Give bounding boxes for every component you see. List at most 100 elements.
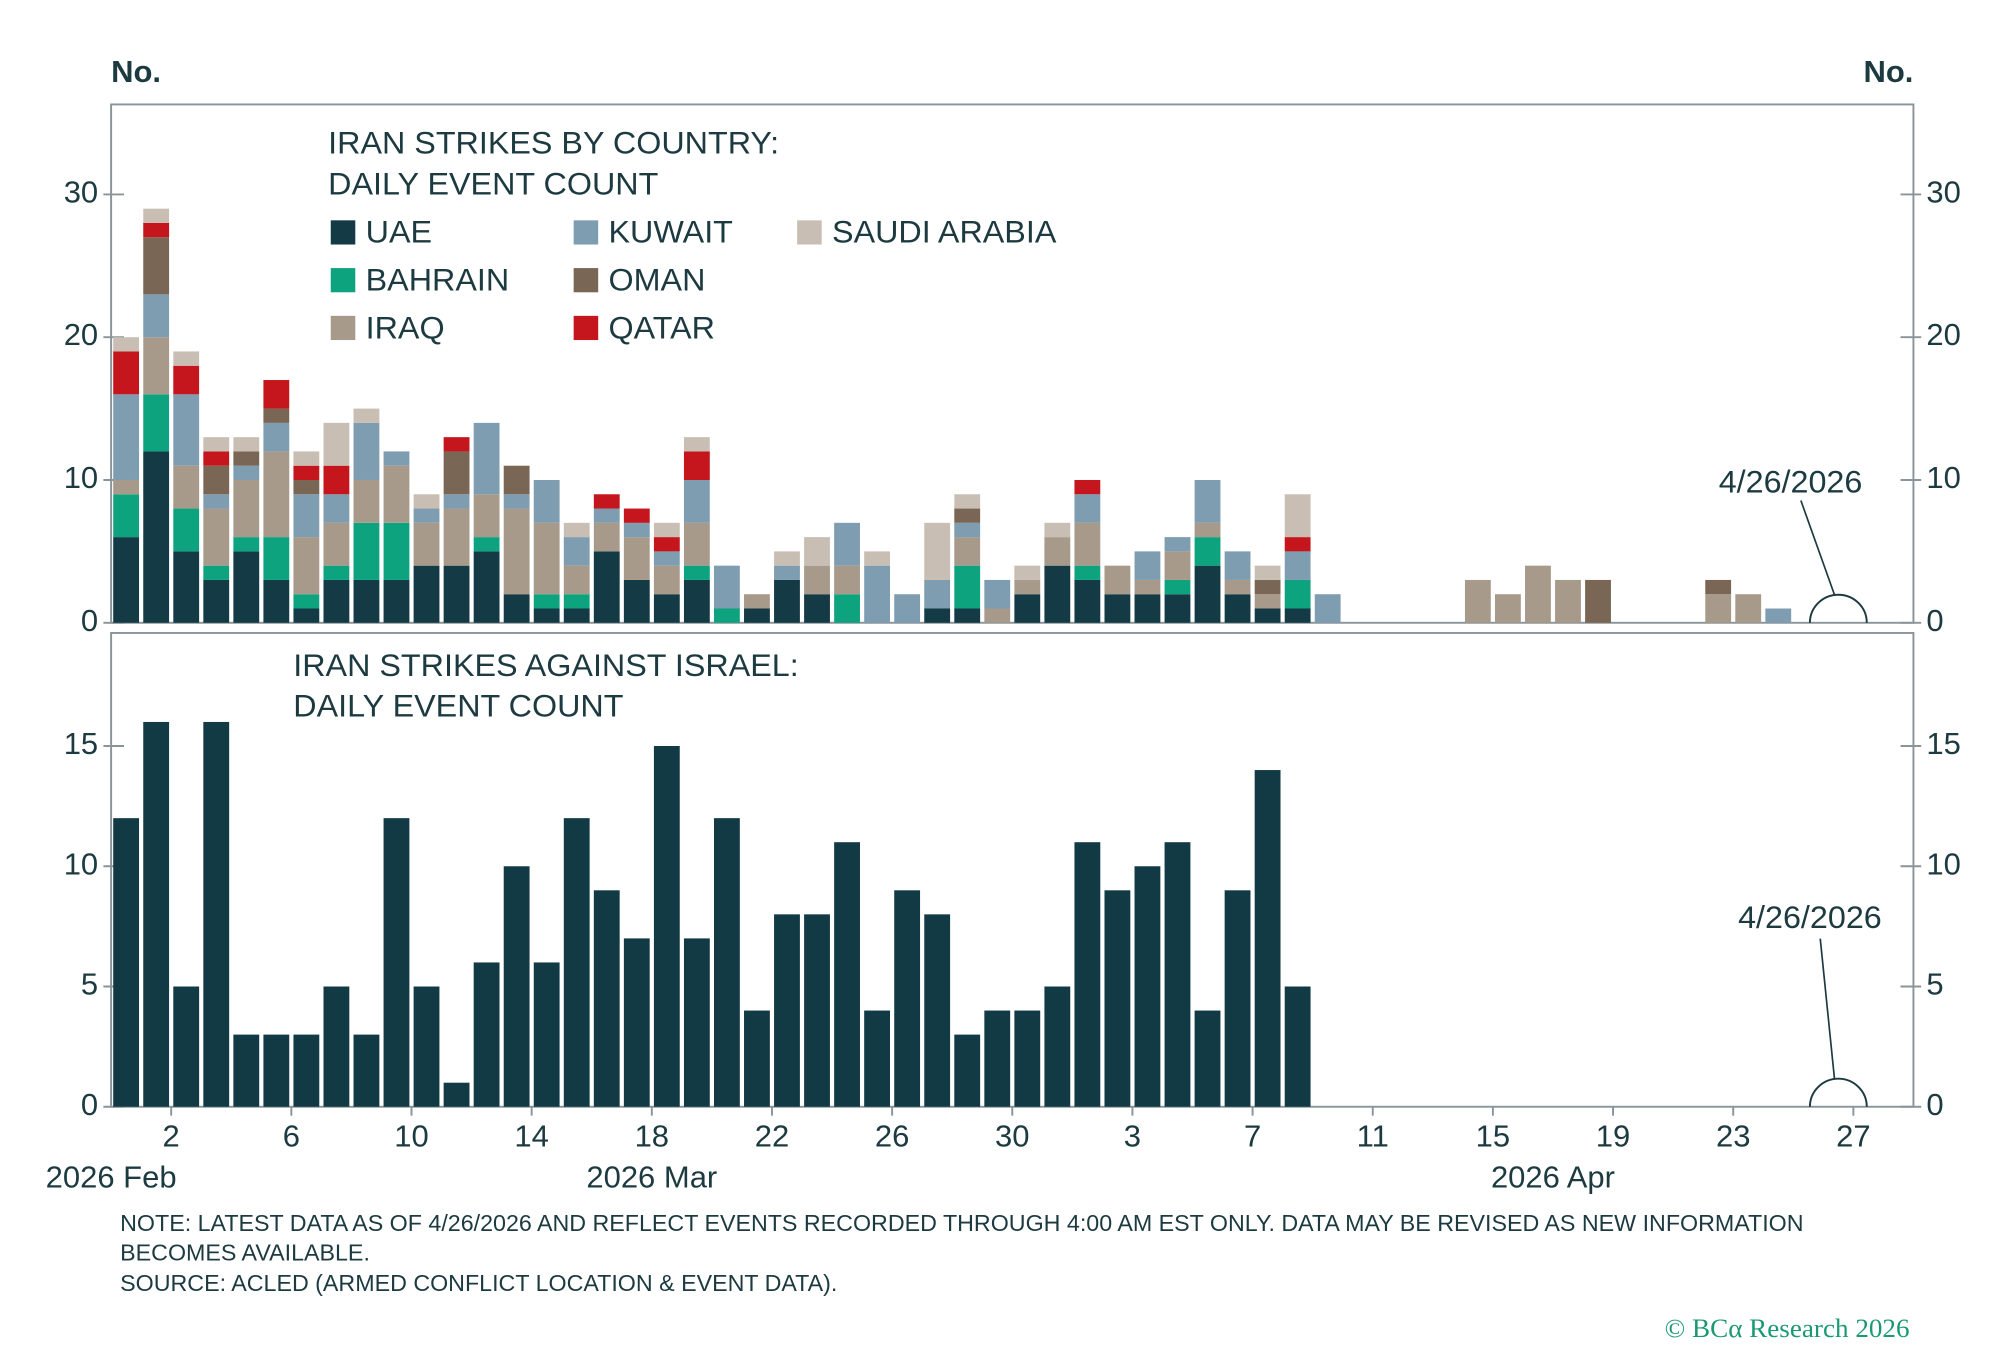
- bar-segment: [293, 537, 320, 595]
- bar-segment: [653, 551, 680, 566]
- bar-segment: [1074, 579, 1101, 623]
- bar-segment: [1284, 537, 1311, 552]
- bar-segment: [413, 522, 440, 566]
- bar: [744, 1010, 770, 1107]
- bar: [713, 818, 740, 1107]
- bar-segment: [984, 608, 1011, 623]
- y-tick-label: 30: [64, 175, 98, 210]
- bar-segment: [954, 508, 981, 523]
- x-tick-label: 23: [1716, 1119, 1750, 1154]
- legend-swatch: [797, 220, 822, 245]
- panel-title: DAILY EVENT COUNT: [328, 166, 658, 202]
- bar-segment: [683, 565, 710, 580]
- x-tick-label: 27: [1836, 1119, 1870, 1154]
- y-tick-label: 0: [81, 603, 98, 638]
- legend-label: OMAN: [609, 262, 706, 298]
- bar-segment: [593, 508, 620, 523]
- bar: [593, 890, 620, 1107]
- bar-segment: [1555, 579, 1581, 623]
- note-line: BECOMES AVAILABLE.: [120, 1240, 370, 1266]
- bar-segment: [864, 565, 891, 623]
- bar-segment: [263, 408, 290, 423]
- y2-tick-label: 30: [1926, 175, 1960, 210]
- legend-label: IRAQ: [366, 309, 445, 345]
- bar-segment: [1705, 594, 1732, 623]
- bar-segment: [293, 594, 320, 609]
- bar-segment: [1104, 565, 1131, 595]
- bar: [263, 1034, 290, 1107]
- bar-segment: [623, 579, 650, 623]
- bar-segment: [713, 565, 740, 609]
- bar-segment: [954, 565, 981, 609]
- bar-segment: [1254, 565, 1281, 580]
- bar-segment: [353, 422, 380, 480]
- y2-tick-label: 0: [1926, 1087, 1943, 1122]
- bar-segment: [473, 537, 500, 552]
- bar-segment: [443, 494, 470, 509]
- bar-segment: [1284, 608, 1311, 623]
- bar-segment: [1164, 551, 1191, 580]
- bar-segment: [894, 594, 921, 623]
- bar: [143, 721, 170, 1107]
- x-tick-label: 14: [514, 1119, 548, 1154]
- source: SOURCE: ACLED (ARMED CONFLICT LOCATION &…: [120, 1270, 837, 1296]
- bar: [1194, 1010, 1221, 1107]
- y2-tick-label: 10: [1926, 847, 1960, 882]
- bar-segment: [653, 537, 680, 552]
- bar-segment: [1104, 594, 1131, 623]
- bar-segment: [143, 394, 170, 452]
- panel-title: IRAN STRIKES AGAINST ISRAEL:: [293, 647, 798, 683]
- bar-segment: [804, 594, 830, 623]
- bar-segment: [293, 479, 320, 495]
- bar-segment: [683, 479, 710, 523]
- bar: [173, 986, 200, 1107]
- annotation-line: [1819, 938, 1836, 1079]
- y2-tick-label: 15: [1926, 726, 1960, 761]
- bar-segment: [954, 522, 981, 538]
- bar: [623, 938, 650, 1107]
- x-tick-label: 15: [1476, 1119, 1510, 1154]
- bar-segment: [1224, 594, 1251, 623]
- bar-segment: [473, 494, 500, 538]
- bar: [443, 1082, 470, 1107]
- bar-segment: [1074, 494, 1101, 523]
- bar-segment: [353, 408, 380, 423]
- bar-segment: [293, 608, 320, 623]
- x-tick-label: 10: [394, 1119, 428, 1154]
- bar-segment: [173, 551, 200, 623]
- bar-segment: [563, 565, 590, 595]
- legend-swatch: [573, 268, 599, 293]
- note-line: NOTE: LATEST DATA AS OF 4/26/2026 AND RE…: [120, 1210, 1803, 1236]
- y2-axis-label: No.: [1864, 54, 1914, 89]
- bar-segment: [1284, 494, 1311, 538]
- bar-segment: [203, 494, 230, 509]
- bar-segment: [1134, 551, 1161, 580]
- x-tick-label: 2: [163, 1119, 180, 1154]
- bar: [1164, 842, 1191, 1107]
- bar-segment: [503, 465, 530, 495]
- bar-segment: [804, 565, 830, 595]
- bar-segment: [203, 437, 230, 452]
- bar: [1224, 890, 1251, 1107]
- bar-segment: [653, 522, 680, 538]
- bar-segment: [323, 465, 350, 495]
- bar: [864, 1010, 891, 1107]
- y-axis-label: No.: [111, 54, 161, 89]
- bar: [653, 746, 680, 1107]
- bar-segment: [1585, 579, 1611, 623]
- panel-title: DAILY EVENT COUNT: [293, 688, 623, 724]
- bar-segment: [263, 422, 290, 452]
- bar-segment: [203, 565, 230, 580]
- bar-segment: [1314, 594, 1341, 623]
- bar-segment: [744, 594, 770, 609]
- bar-segment: [864, 551, 891, 566]
- bar-segment: [113, 537, 140, 623]
- bar-segment: [1014, 594, 1041, 623]
- annotation-label: 4/26/2026: [1719, 464, 1863, 500]
- bar-segment: [1044, 565, 1071, 623]
- bar-segment: [1284, 551, 1311, 580]
- plot-frame: [110, 632, 1915, 1108]
- bar-segment: [1464, 579, 1491, 623]
- bar-segment: [113, 351, 140, 395]
